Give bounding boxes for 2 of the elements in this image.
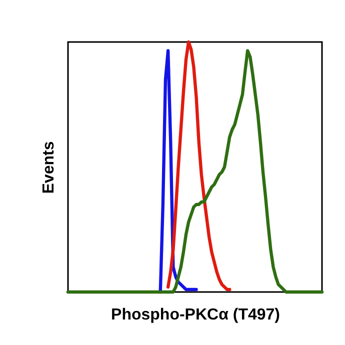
x-axis-title: Phospho-PKCα (T497) — [111, 306, 280, 324]
y-axis-title: Events — [40, 141, 58, 194]
